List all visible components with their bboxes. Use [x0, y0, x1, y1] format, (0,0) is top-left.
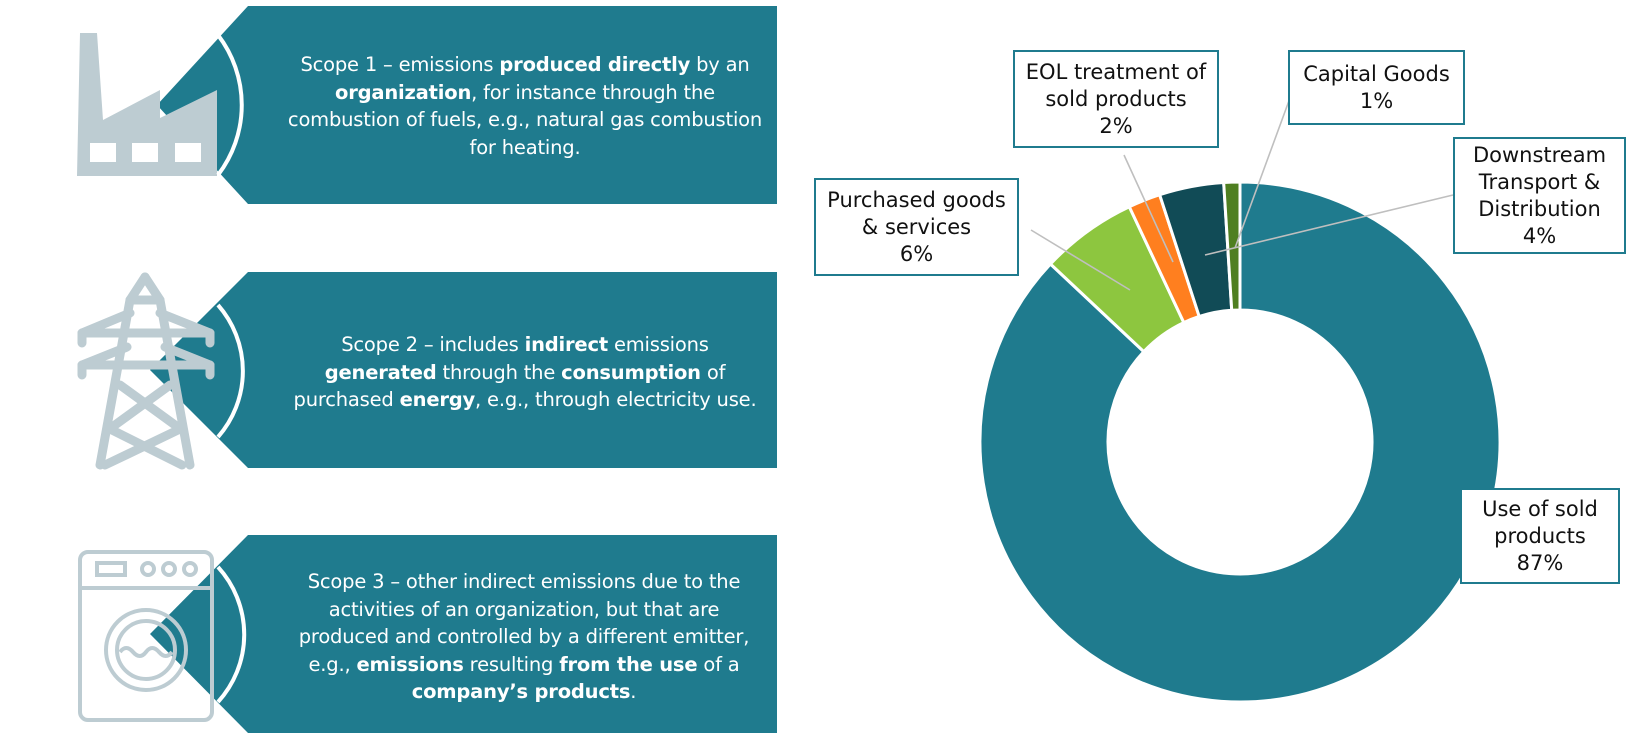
emphasis-text: organization [335, 80, 472, 104]
label-line: & services [861, 214, 972, 239]
label-purchased-goods-services: Purchased goods & services 6% [814, 178, 1019, 276]
emphasis-text: emissions [356, 652, 464, 676]
label-line: 1% [1359, 88, 1394, 113]
donut-slices [978, 180, 1502, 704]
slice-use-of-sold-products [978, 180, 1502, 704]
scope-3-chevron-shape [150, 535, 777, 733]
factory-icon [77, 33, 244, 177]
label-line: Purchased goods [827, 187, 1006, 212]
label-line: 4% [1522, 223, 1557, 248]
scope-1-text: Scope 1 – emissions produced directly by… [285, 51, 765, 161]
power-pylon-icon [77, 272, 245, 470]
label-line: 6% [899, 241, 934, 266]
scope-2-chevron-shape [150, 272, 777, 468]
emphasis-text: generated [324, 360, 437, 384]
scope-3-text: Scope 3 – other indirect emissions due t… [283, 568, 765, 706]
body-text: , for instance through the combustion of… [287, 80, 763, 159]
emphasis-text: produced directly [499, 53, 691, 76]
body-text: emissions [607, 333, 709, 356]
scope-2-panel: Scope 2 – includes indirect emissions ge… [0, 265, 780, 480]
label-line: EOL treatment of [1025, 59, 1207, 84]
label-downstream-transport: Downstream Transport & Distribution 4% [1453, 137, 1626, 254]
label-line: products [1494, 523, 1586, 548]
scope-3-panel: Scope 3 – other indirect emissions due t… [0, 530, 780, 739]
emphasis-text: from the use [559, 652, 698, 676]
label-line: 87% [1516, 550, 1564, 575]
label-line: 2% [1099, 113, 1133, 138]
label-line: sold products [1045, 86, 1187, 111]
label-use-of-sold-products: Use of sold products 87% [1460, 488, 1620, 584]
label-line: Distribution [1478, 196, 1601, 221]
label-line: Capital Goods [1303, 61, 1450, 86]
body-text: of a [697, 652, 740, 676]
emphasis-text: consumption [561, 360, 701, 384]
washing-machine-icon [78, 550, 247, 722]
label-line: Use of sold [1482, 496, 1598, 521]
slice-capital-goods [1222, 180, 1242, 312]
body-text: resulting [463, 652, 560, 676]
body-text: Scope 2 – includes [341, 333, 525, 356]
body-text: through the [436, 360, 562, 384]
scope-2-text: Scope 2 – includes indirect emissions ge… [285, 331, 765, 414]
body-text: Scope 1 – emissions [300, 53, 500, 76]
label-line: Transport & [1478, 169, 1601, 194]
emphasis-text: indirect [524, 333, 609, 356]
emphasis-text: energy [399, 388, 476, 411]
scope-1-chevron-shape [157, 6, 777, 204]
body-text: . [630, 680, 637, 703]
leader-lines [1030, 97, 1454, 291]
emphasis-text: company’s products [411, 680, 631, 703]
body-text: , e.g., through electricity use. [475, 388, 757, 411]
label-line: Downstream [1472, 142, 1607, 167]
body-text: by an [690, 53, 750, 76]
body-text: Scope 3 – other indirect emissions due t… [298, 570, 750, 676]
label-capital-goods: Capital Goods 1% [1288, 50, 1465, 125]
label-eol-treatment: EOL treatment of sold products 2% [1013, 50, 1219, 148]
scope-1-panel: Scope 1 – emissions produced directly by… [0, 0, 780, 215]
body-text: of purchased [293, 360, 726, 412]
